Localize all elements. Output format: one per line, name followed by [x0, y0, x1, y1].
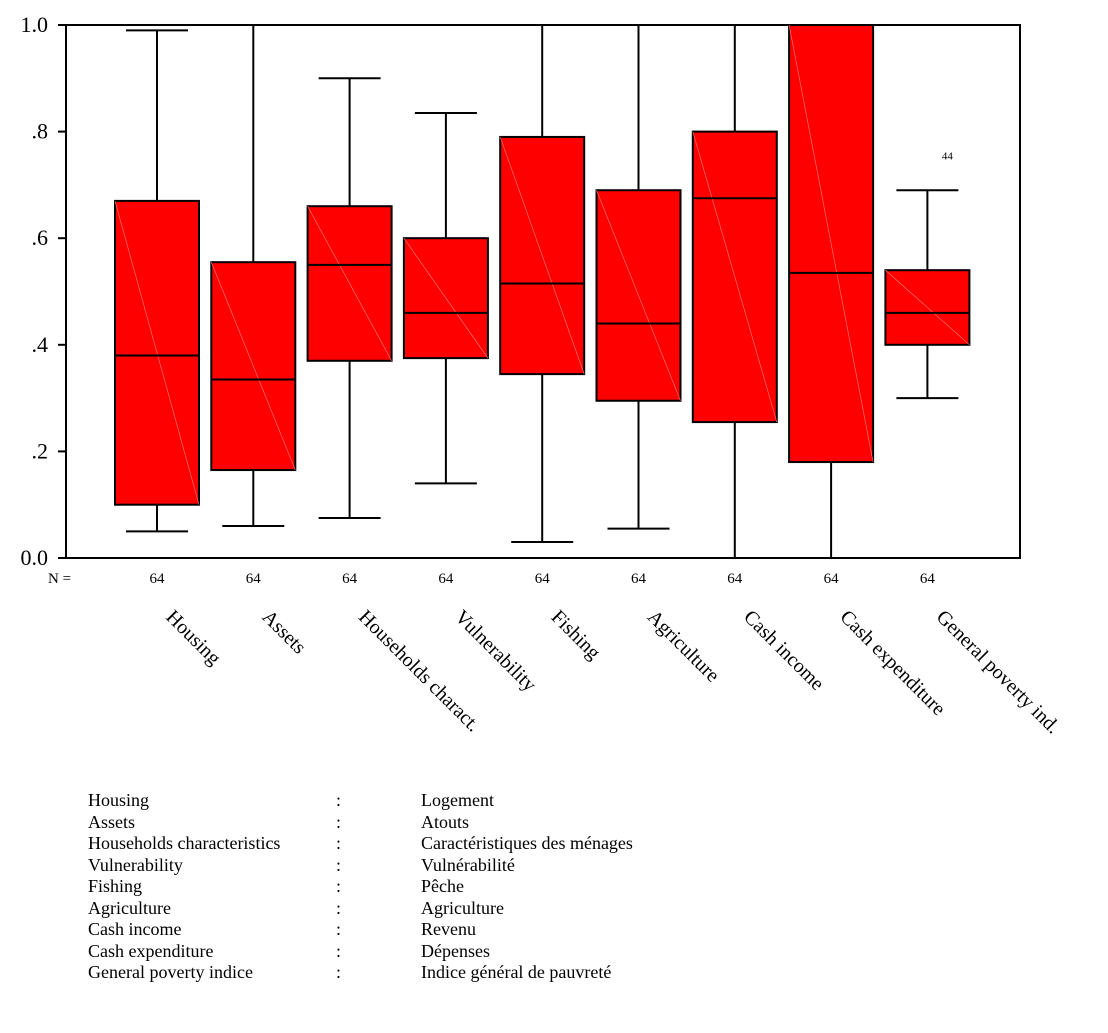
- legend-english: General poverty indice: [88, 962, 253, 982]
- n-value: 64: [535, 571, 551, 587]
- legend-row: Cash income: Revenu: [88, 919, 788, 941]
- legend-english: Fishing: [88, 876, 143, 896]
- n-values: 64 64 64 64 64 64 64 64 64: [150, 571, 936, 587]
- legend-separator: :: [336, 790, 342, 810]
- legend-english: Households characteristics: [88, 833, 281, 853]
- box-6: [691, 24, 778, 559]
- n-label: N =: [48, 571, 71, 587]
- y-tick-label: .4: [32, 332, 49, 357]
- legend-separator: :: [336, 833, 342, 853]
- box-shading-line: [114, 200, 200, 505]
- boxplot-chart: 0.0.2.4.6.81.0 44 N = 64 64 64 64 64 64 64 64 64…: [21, 12, 1065, 738]
- legend-row: Cash expenditure: Dépenses: [88, 941, 788, 963]
- legend-french: Atouts: [421, 811, 470, 832]
- legend-separator: :: [336, 962, 342, 982]
- n-value: 64: [824, 571, 840, 587]
- category-label: Cash expenditure: [836, 606, 950, 720]
- legend-row: Households characteristics: Caractéristiq…: [88, 833, 788, 855]
- box-0: [114, 29, 200, 533]
- legend-separator: :: [336, 940, 342, 961]
- y-tick-label: 1.0: [21, 12, 49, 37]
- category-label: Vulnerability: [450, 606, 540, 696]
- y-tick-label: 0.0: [21, 545, 49, 570]
- n-value: 64: [150, 571, 166, 587]
- legend-separator: :: [336, 919, 342, 939]
- box-8: [884, 189, 971, 400]
- legend-separator: :: [336, 811, 342, 832]
- legend-row: Assets: Atouts: [88, 812, 788, 834]
- legend-english: Agriculture: [88, 897, 171, 918]
- legend-separator: :: [336, 897, 342, 918]
- outlier-label: 44: [942, 151, 954, 163]
- legend-row: Vulnerability: Vulnérabilité: [88, 855, 788, 877]
- n-value: 64: [920, 571, 936, 587]
- category-label: Cash income: [739, 606, 828, 695]
- n-value: 64: [438, 571, 454, 587]
- category-label: Assets: [258, 606, 311, 659]
- box-7: [788, 24, 875, 559]
- legend-separator: :: [336, 854, 342, 875]
- legend-english: Vulnerability: [88, 854, 183, 875]
- legend-english: Cash income: [88, 919, 182, 939]
- n-value: 64: [246, 571, 262, 587]
- legend-french: Indice général de pauvreté: [421, 962, 612, 982]
- y-axis: 0.0 .2 .4 .6 .8 1.0: [21, 12, 66, 570]
- box-shading-line: [499, 136, 585, 375]
- box-3: [402, 111, 489, 485]
- box-shading-line: [403, 237, 489, 359]
- legend-english: Housing: [88, 790, 150, 810]
- legend-french: Dépenses: [421, 940, 490, 961]
- box-4: [499, 24, 586, 544]
- n-value: 64: [631, 571, 647, 587]
- legend-french: Pêche: [421, 876, 464, 896]
- box-shading-line: [210, 262, 296, 471]
- box-shading-line: [885, 269, 970, 346]
- box-shading-line: [788, 24, 874, 463]
- legend-separator: :: [336, 876, 342, 896]
- n-value: 64: [727, 571, 743, 587]
- legend-english: Assets: [88, 811, 136, 832]
- legend-french: Agriculture: [421, 897, 504, 918]
- legend-french: Vulnérabilité: [421, 854, 515, 875]
- legend-french: Caractéristiques des ménages: [421, 833, 633, 853]
- y-tick-label: .6: [32, 225, 49, 250]
- category-label: Housing: [161, 606, 224, 669]
- n-value: 64: [342, 571, 358, 587]
- legend-row: General poverty indice: Indice général de…: [88, 962, 788, 984]
- box-2: [306, 77, 393, 520]
- legend-table: Housing: Logement Assets: Atouts Households …: [88, 790, 788, 984]
- category-label: General poverty ind.: [932, 606, 1064, 738]
- y-tick-label: .8: [32, 119, 49, 144]
- box-shading-line: [692, 131, 778, 423]
- legend-french: Revenu: [421, 919, 476, 939]
- category-labels: Housing Assets Households charact.Vulnerab…: [161, 606, 1064, 738]
- box-5: [595, 24, 682, 530]
- legend-english: Cash expenditure: [88, 940, 214, 961]
- category-label: Agriculture: [643, 606, 724, 687]
- y-tick-label: .2: [32, 438, 49, 463]
- box-shading-line: [596, 190, 681, 401]
- legend-row: Agriculture: Agriculture: [88, 898, 788, 920]
- box-series: 44: [114, 24, 971, 559]
- legend-french: Logement: [421, 790, 494, 810]
- box-shading-line: [307, 206, 392, 361]
- box-1: [210, 24, 297, 528]
- legend-row: Fishing: Pêche: [88, 876, 788, 898]
- category-label: Fishing: [547, 606, 605, 664]
- legend-row: Housing: Logement: [88, 790, 788, 812]
